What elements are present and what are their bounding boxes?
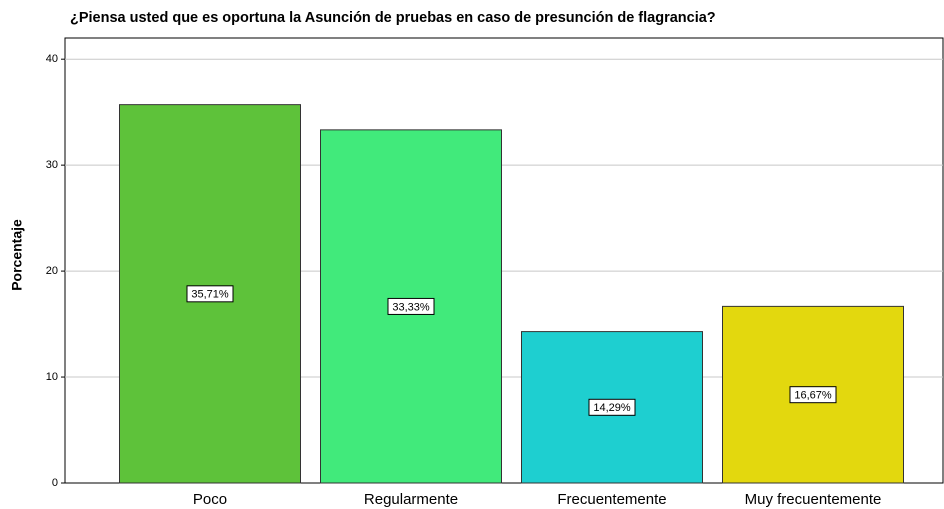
data-label: 35,71% xyxy=(186,285,234,303)
x-tick-label: Frecuentemente xyxy=(557,491,666,508)
y-tick-label: 10 xyxy=(46,371,58,383)
data-label-box xyxy=(588,398,636,416)
data-label-box xyxy=(186,285,234,303)
data-label-box xyxy=(789,386,837,404)
x-tick-label: Muy frecuentemente xyxy=(745,491,882,508)
x-tick-label: Poco xyxy=(193,491,227,508)
data-label: 14,29% xyxy=(588,398,636,416)
data-label-box xyxy=(387,297,435,315)
data-label: 33,33% xyxy=(387,297,435,315)
data-label-text: 33,33% xyxy=(392,301,430,313)
chart-title: ¿Piensa usted que es oportuna la Asunció… xyxy=(70,10,716,26)
y-axis-label: Porcentaje xyxy=(9,219,25,291)
x-tick-label: Regularmente xyxy=(364,491,458,508)
y-tick-label: 20 xyxy=(46,265,58,277)
bar xyxy=(320,129,502,484)
data-label-text: 14,29% xyxy=(593,402,631,414)
data-label-text: 35,71% xyxy=(191,289,229,301)
data-label: 16,67% xyxy=(789,386,837,404)
data-label-text: 16,67% xyxy=(794,390,832,402)
y-tick-label: 30 xyxy=(46,159,58,171)
y-tick-label: 0 xyxy=(52,477,58,489)
y-tick-label: 40 xyxy=(46,53,58,65)
